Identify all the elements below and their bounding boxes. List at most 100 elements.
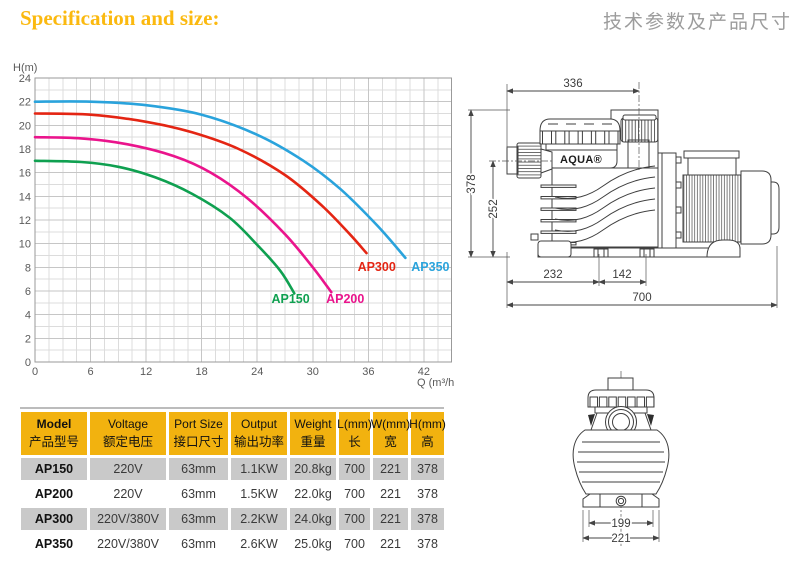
header-label-en: Output [240, 416, 278, 431]
table-cell: 700 [339, 508, 370, 530]
header-label-en: H(mm) [409, 416, 446, 431]
table-cell-model: AP200 [21, 483, 87, 505]
dimension-label: 199 [611, 518, 630, 530]
table-cell-model: AP300 [21, 508, 87, 530]
table-cell: 700 [339, 483, 370, 505]
table-cell: 2.2KW [231, 508, 287, 530]
table-cell: 378 [411, 458, 444, 480]
page-title: Specification and size: [20, 6, 220, 30]
motor-end-bulge [770, 181, 780, 235]
table-header-weight: Weight 重量 [290, 412, 336, 455]
motor-finned-body [682, 174, 742, 243]
table-cell: 1.1KW [231, 458, 287, 480]
table-header-hmm: H(mm) 高 [409, 412, 446, 455]
pump-performance-chart: 0 2 4 6 8 10 12 14 16 18 20 22 24 0 6 12 18 24 30 36 42 H(m) Q… [0, 55, 470, 400]
x-tick-label: 24 [251, 366, 263, 378]
table-cell: 221 [373, 483, 408, 505]
y-tick-label: 2 [25, 333, 31, 345]
table-cell: 220V/380V [90, 533, 166, 555]
dimension-lines: 336 378 252 232 142 700 [464, 76, 778, 308]
header-label-zh: 高 [421, 435, 434, 450]
motor-end-cap [740, 170, 772, 245]
front-port-inner [612, 413, 630, 431]
y-tick-label: 18 [19, 144, 31, 156]
header-label-en: Model [36, 416, 72, 431]
table-header-model: Model 产品型号 [21, 412, 87, 455]
header-label-en: Voltage [107, 416, 149, 431]
right-foot [706, 239, 741, 258]
x-tick-label: 36 [362, 366, 374, 378]
dimension-label: 221 [611, 533, 630, 545]
table-header-lmm: L(mm) 长 [337, 412, 372, 455]
table-cell: 63mm [169, 533, 228, 555]
dimension-lines: 199 221 [582, 510, 660, 547]
curve-ap300 [33, 112, 368, 255]
page-title-chinese: 技术参数及产品尺寸 [602, 12, 792, 33]
pump-side-view-drawing: AQUA® [462, 56, 800, 314]
pump-front-view-drawing: 199 221 [550, 368, 700, 572]
terminal-box-lid [683, 150, 740, 159]
dimension-label: 700 [632, 292, 651, 304]
x-axis-title: Q (m³/h [417, 377, 454, 389]
y-axis-title: H(m) [13, 62, 37, 74]
header-label-zh: 重量 [300, 435, 326, 450]
drain-port-inner [617, 497, 625, 505]
table-cell: 24.0kg [290, 508, 336, 530]
table-cell: 63mm [169, 508, 228, 530]
left-foot [537, 240, 572, 258]
dimension-label: 232 [543, 269, 562, 281]
table-cell: 22.0kg [290, 483, 336, 505]
y-tick-label: 8 [25, 262, 31, 274]
dimension-label: 378 [466, 174, 478, 193]
x-tick-label: 12 [140, 366, 152, 378]
table-header-wmm: W(mm) 宽 [370, 412, 411, 455]
header-label-zh: 输出功率 [233, 435, 284, 450]
table-cell-model: AP150 [21, 458, 87, 480]
header-label-zh: 接口尺寸 [173, 435, 224, 450]
curve-ap150 [33, 159, 296, 295]
table-cell: 220V [90, 458, 166, 480]
y-tick-label: 14 [19, 191, 31, 203]
side-view-canvas: AQUA® [464, 76, 780, 308]
y-tick-label: 20 [19, 120, 31, 132]
x-tick-label: 30 [307, 366, 319, 378]
outlet-pipe [627, 139, 650, 169]
y-tick-label: 4 [25, 310, 31, 322]
curve-label-ap350: AP350 [411, 260, 449, 274]
y-tick-label: 10 [19, 239, 31, 251]
y-tick-label: 16 [19, 168, 31, 180]
header-label-en: W(mm) [370, 416, 411, 431]
table-cell: 221 [373, 458, 408, 480]
table-top-rule [20, 407, 444, 409]
x-tick-label: 0 [32, 366, 38, 378]
table-cell: 378 [411, 533, 444, 555]
table-cell: 63mm [169, 483, 228, 505]
table-header-output: Output 输出功率 [231, 412, 287, 455]
y-tick-label: 22 [19, 97, 31, 109]
table-cell: 221 [373, 533, 408, 555]
table-header-voltage: Voltage 额定电压 [90, 412, 166, 455]
table-cell: 700 [339, 533, 370, 555]
table-cell: 220V/380V [90, 508, 166, 530]
y-tick-label: 24 [19, 73, 31, 85]
seal-plate [657, 152, 677, 253]
header-label-zh: 长 [348, 435, 361, 450]
left-clip [588, 414, 595, 426]
table-cell: 220V [90, 483, 166, 505]
right-clip [647, 414, 654, 426]
table-cell: 2.6KW [231, 533, 287, 555]
drain-port-outer [615, 495, 627, 507]
x-tick-label: 42 [418, 366, 430, 378]
x-tick-label: 18 [196, 366, 208, 378]
header-label-en: L(mm) [337, 416, 372, 431]
header-label-zh: 额定电压 [102, 435, 153, 450]
table-cell: 25.0kg [290, 533, 336, 555]
table-cell: 378 [411, 508, 444, 530]
front-view-canvas: 199 221 [572, 371, 670, 547]
dimension-label: 252 [488, 199, 500, 218]
spec-table: Model 产品型号 Voltage 额定电压 Port Size 接口尺寸 Output 输… [21, 412, 446, 555]
outlet-union-cap [622, 114, 657, 121]
top-knob [607, 377, 634, 391]
